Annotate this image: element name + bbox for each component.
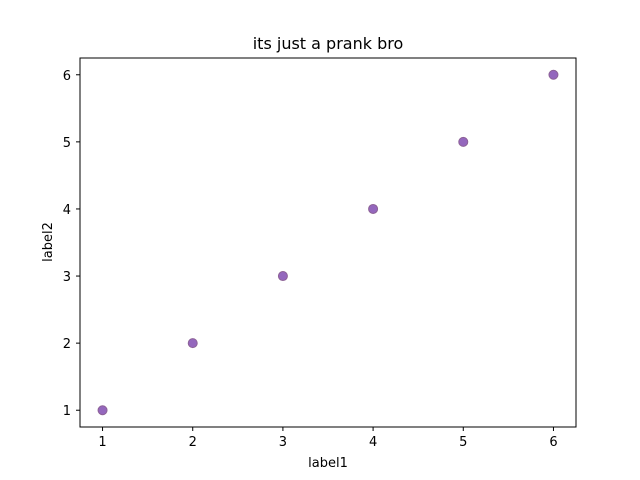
- plot-frame: [79, 57, 577, 428]
- x-tick-label: 6: [549, 435, 557, 450]
- x-tick-label: 1: [98, 435, 106, 450]
- data-points: [97, 69, 559, 416]
- data-point: [458, 136, 469, 147]
- x-tick-label: 3: [279, 435, 287, 450]
- chart-title: its just a prank bro: [253, 34, 404, 53]
- y-axis-ticks: 1 2 3 4 5 6: [63, 69, 80, 419]
- x-axis-ticks: 1 2 3 4 5 6: [98, 427, 558, 450]
- y-axis-label: label2: [41, 222, 56, 262]
- y-tick-label: 5: [63, 136, 71, 151]
- x-axis-label: label1: [308, 456, 348, 471]
- y-tick-label: 1: [63, 404, 71, 419]
- x-tick-label: 5: [459, 435, 467, 450]
- x-tick-label: 2: [189, 435, 197, 450]
- y-tick-label: 4: [63, 203, 71, 218]
- data-point: [277, 271, 288, 282]
- x-tick-label: 4: [369, 435, 377, 450]
- y-tick-label: 6: [63, 69, 71, 84]
- data-point: [97, 405, 108, 416]
- data-point: [187, 338, 198, 349]
- data-point: [548, 69, 559, 80]
- y-tick-label: 3: [63, 270, 71, 285]
- data-point: [368, 203, 379, 214]
- y-tick-label: 2: [63, 337, 71, 352]
